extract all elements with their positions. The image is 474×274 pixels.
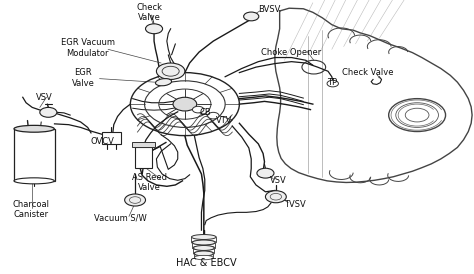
Bar	[102, 132, 121, 144]
Circle shape	[125, 194, 146, 206]
Text: VSV: VSV	[36, 93, 52, 102]
Circle shape	[208, 112, 219, 119]
Ellipse shape	[191, 240, 216, 245]
Ellipse shape	[14, 125, 54, 132]
Circle shape	[265, 191, 286, 203]
Circle shape	[173, 97, 197, 111]
Bar	[132, 142, 155, 147]
Ellipse shape	[194, 251, 213, 256]
Circle shape	[192, 106, 204, 113]
Ellipse shape	[193, 246, 214, 250]
Circle shape	[146, 24, 163, 34]
Ellipse shape	[194, 255, 213, 260]
Text: EGR
Valve: EGR Valve	[72, 68, 94, 88]
Circle shape	[257, 168, 274, 178]
Circle shape	[244, 12, 259, 21]
Text: HAC & EBCV: HAC & EBCV	[176, 258, 237, 268]
Circle shape	[40, 107, 57, 117]
Text: TVSV: TVSV	[284, 200, 306, 209]
Text: Check Valve: Check Valve	[342, 68, 393, 77]
Text: Charcoal
Canister: Charcoal Canister	[12, 200, 49, 219]
Text: VSV: VSV	[270, 176, 287, 185]
Circle shape	[156, 63, 185, 79]
Ellipse shape	[155, 79, 172, 86]
Text: Check
Valve: Check Valve	[137, 3, 162, 22]
Ellipse shape	[192, 246, 215, 250]
Ellipse shape	[193, 251, 214, 256]
Text: OVCV: OVCV	[90, 137, 114, 145]
Text: CB: CB	[199, 108, 211, 117]
Text: VTV: VTV	[216, 116, 232, 125]
Text: TP: TP	[327, 78, 337, 87]
Text: AS Reed
Valve: AS Reed Valve	[132, 173, 167, 192]
Circle shape	[327, 80, 338, 87]
Text: Choke Opener: Choke Opener	[261, 48, 322, 56]
Text: EGR Vacuum
Modulator: EGR Vacuum Modulator	[61, 38, 115, 58]
Ellipse shape	[14, 178, 54, 184]
Text: Vacuum S/W: Vacuum S/W	[94, 213, 147, 222]
Bar	[135, 147, 152, 168]
Bar	[14, 129, 55, 181]
Text: BVSV: BVSV	[258, 5, 281, 14]
Ellipse shape	[192, 240, 215, 245]
Ellipse shape	[191, 235, 216, 239]
